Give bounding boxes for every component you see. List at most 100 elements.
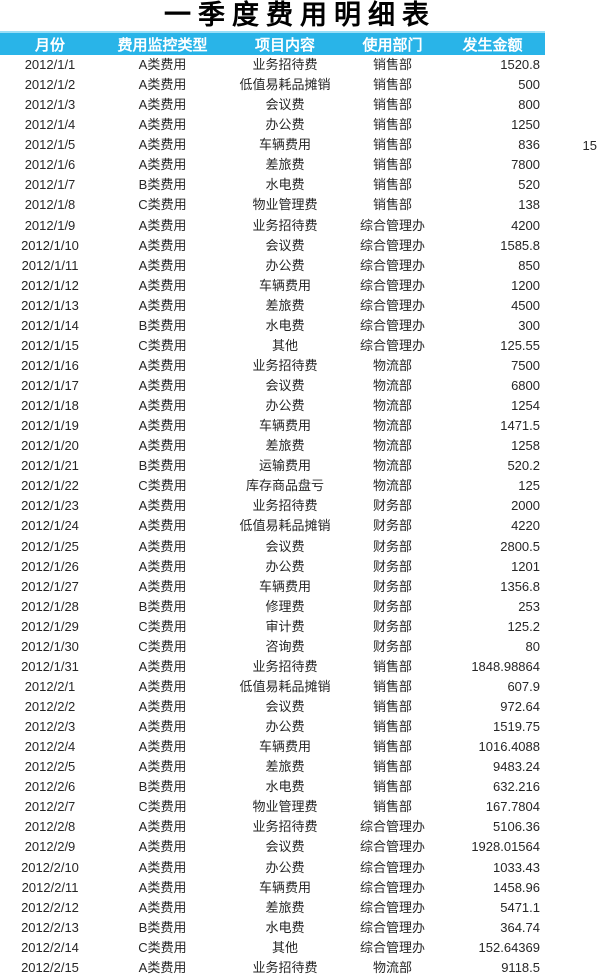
cell-item[interactable]: 办公费 bbox=[265, 558, 305, 574]
cell-amount[interactable]: 1928.01564 bbox=[471, 839, 540, 855]
cell-amount[interactable]: 5106.36 bbox=[493, 819, 540, 835]
cell-month[interactable]: 2012/1/3 bbox=[24, 97, 76, 113]
cell-department[interactable]: 财务部 bbox=[372, 518, 412, 534]
cell-expense-type[interactable]: A类费用 bbox=[138, 97, 187, 113]
cell-item[interactable]: 水电费 bbox=[265, 177, 305, 193]
cell-month[interactable]: 2012/1/13 bbox=[21, 297, 79, 313]
cell-item[interactable]: 咨询费 bbox=[265, 638, 305, 654]
cell-amount[interactable]: 1520.8 bbox=[500, 57, 540, 72]
cell-amount[interactable]: 1258 bbox=[511, 438, 540, 454]
cell-expense-type[interactable]: C类费用 bbox=[138, 197, 187, 213]
cell-expense-type[interactable]: C类费用 bbox=[138, 638, 187, 654]
cell-amount[interactable]: 520.2 bbox=[507, 458, 540, 474]
cell-month[interactable]: 2012/2/8 bbox=[24, 819, 76, 835]
cell-amount[interactable]: 300 bbox=[518, 317, 540, 333]
cell-item[interactable]: 车辆费用 bbox=[258, 277, 311, 293]
cell-amount[interactable]: 850 bbox=[518, 257, 540, 273]
cell-amount[interactable]: 1200 bbox=[511, 277, 540, 293]
cell-department[interactable]: 综合管理办 bbox=[359, 257, 425, 273]
column-header-amount[interactable]: 发生金额 bbox=[462, 36, 523, 54]
cell-expense-type[interactable]: B类费用 bbox=[138, 177, 187, 193]
cell-month[interactable]: 2012/2/14 bbox=[21, 939, 79, 955]
cell-item[interactable]: 车辆费用 bbox=[258, 739, 311, 755]
cell-amount[interactable]: 167.7804 bbox=[485, 799, 540, 815]
cell-month[interactable]: 2012/2/6 bbox=[24, 779, 76, 795]
cell-department[interactable]: 销售部 bbox=[372, 779, 412, 795]
cell-expense-type[interactable]: A类费用 bbox=[138, 859, 187, 875]
cell-expense-type[interactable]: A类费用 bbox=[138, 879, 187, 895]
cell-expense-type[interactable]: A类费用 bbox=[138, 237, 187, 253]
cell-amount[interactable]: 4500 bbox=[511, 297, 540, 313]
cell-department[interactable]: 综合管理办 bbox=[359, 879, 425, 895]
cell-month[interactable]: 2012/1/2 bbox=[24, 77, 76, 93]
cell-amount[interactable]: 125.2 bbox=[507, 618, 540, 634]
cell-amount[interactable]: 2000 bbox=[511, 498, 540, 514]
cell-month[interactable]: 2012/2/11 bbox=[21, 879, 79, 895]
cell-item[interactable]: 差旅费 bbox=[265, 899, 305, 915]
cell-expense-type[interactable]: B类费用 bbox=[138, 779, 187, 795]
cell-department[interactable]: 综合管理办 bbox=[359, 217, 425, 233]
cell-department[interactable]: 财务部 bbox=[372, 538, 412, 554]
cell-department[interactable]: 销售部 bbox=[372, 77, 412, 93]
cell-expense-type[interactable]: A类费用 bbox=[138, 819, 187, 835]
cell-expense-type[interactable]: A类费用 bbox=[138, 839, 187, 855]
column-header-item[interactable]: 项目内容 bbox=[254, 36, 315, 54]
cell-amount[interactable]: 1471.5 bbox=[500, 418, 540, 434]
cell-department[interactable]: 综合管理办 bbox=[359, 337, 425, 353]
cell-expense-type[interactable]: C类费用 bbox=[138, 799, 187, 815]
cell-month[interactable]: 2012/1/9 bbox=[24, 217, 76, 233]
cell-item[interactable]: 业务招待费 bbox=[252, 217, 318, 233]
cell-item[interactable]: 水电费 bbox=[265, 919, 305, 935]
cell-department[interactable]: 财务部 bbox=[372, 578, 412, 594]
cell-amount[interactable]: 1254 bbox=[511, 398, 540, 414]
cell-item[interactable]: 水电费 bbox=[265, 779, 305, 795]
cell-amount[interactable]: 9483.24 bbox=[493, 759, 540, 775]
cell-department[interactable]: 销售部 bbox=[372, 678, 412, 694]
cell-amount[interactable]: 800 bbox=[518, 97, 540, 113]
cell-department[interactable]: 财务部 bbox=[372, 618, 412, 634]
overflow-cell[interactable]: 15 bbox=[582, 138, 597, 153]
cell-amount[interactable]: 7500 bbox=[511, 357, 540, 373]
cell-item[interactable]: 低值易耗品摊销 bbox=[239, 678, 331, 694]
cell-item[interactable]: 低值易耗品摊销 bbox=[239, 518, 331, 534]
cell-month[interactable]: 2012/2/7 bbox=[24, 799, 76, 815]
cell-item[interactable]: 车辆费用 bbox=[258, 418, 311, 434]
cell-amount[interactable]: 1519.75 bbox=[493, 719, 540, 735]
cell-month[interactable]: 2012/1/1 bbox=[24, 57, 76, 72]
cell-month[interactable]: 2012/1/27 bbox=[21, 578, 79, 594]
cell-expense-type[interactable]: A类费用 bbox=[138, 357, 187, 373]
cell-department[interactable]: 物流部 bbox=[372, 478, 412, 494]
cell-amount[interactable]: 1356.8 bbox=[500, 578, 540, 594]
cell-expense-type[interactable]: C类费用 bbox=[138, 478, 187, 494]
cell-amount[interactable]: 1848.98864 bbox=[471, 658, 540, 674]
cell-amount[interactable]: 125 bbox=[518, 478, 540, 494]
cell-item[interactable]: 其他 bbox=[271, 939, 298, 955]
cell-month[interactable]: 2012/1/19 bbox=[21, 418, 79, 434]
cell-month[interactable]: 2012/1/11 bbox=[21, 257, 79, 273]
cell-department[interactable]: 综合管理办 bbox=[359, 899, 425, 915]
cell-expense-type[interactable]: A类费用 bbox=[138, 418, 187, 434]
cell-expense-type[interactable]: A类费用 bbox=[138, 498, 187, 514]
cell-item[interactable]: 业务招待费 bbox=[252, 959, 318, 975]
cell-month[interactable]: 2012/1/6 bbox=[24, 157, 76, 173]
cell-department[interactable]: 销售部 bbox=[372, 57, 412, 72]
cell-item[interactable]: 运输费用 bbox=[258, 458, 311, 474]
cell-item[interactable]: 业务招待费 bbox=[252, 357, 318, 373]
column-header-expense-type[interactable]: 费用监控类型 bbox=[117, 36, 208, 54]
cell-amount[interactable]: 1250 bbox=[511, 117, 540, 133]
cell-item[interactable]: 办公费 bbox=[265, 719, 305, 735]
cell-month[interactable]: 2012/1/15 bbox=[21, 337, 79, 353]
cell-expense-type[interactable]: C类费用 bbox=[138, 337, 187, 353]
cell-item[interactable]: 会议费 bbox=[265, 237, 305, 253]
cell-month[interactable]: 2012/1/31 bbox=[21, 658, 79, 674]
cell-expense-type[interactable]: A类费用 bbox=[138, 899, 187, 915]
cell-department[interactable]: 物流部 bbox=[372, 378, 412, 393]
cell-amount[interactable]: 152.64369 bbox=[478, 939, 540, 955]
cell-item[interactable]: 车辆费用 bbox=[258, 879, 311, 895]
cell-item[interactable]: 办公费 bbox=[265, 859, 305, 875]
cell-month[interactable]: 2012/1/26 bbox=[21, 558, 79, 574]
column-header-month[interactable]: 月份 bbox=[34, 36, 65, 54]
cell-department[interactable]: 销售部 bbox=[372, 739, 412, 755]
cell-department[interactable]: 物流部 bbox=[372, 959, 412, 975]
cell-department[interactable]: 销售部 bbox=[372, 137, 412, 153]
